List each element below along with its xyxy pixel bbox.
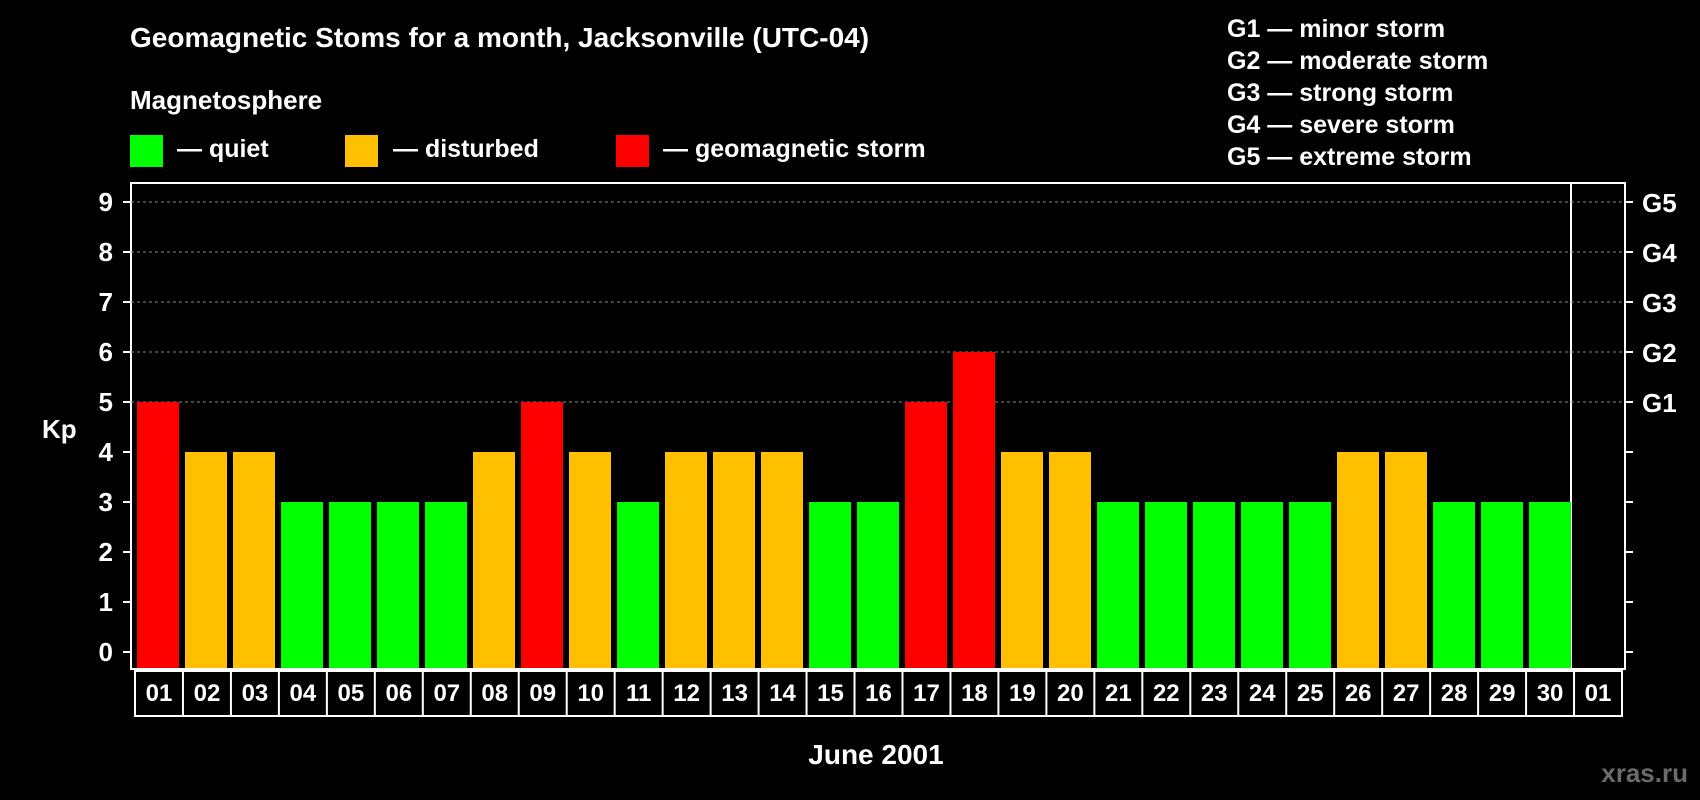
storm-scale-g4: G4 — severe storm — [1227, 111, 1455, 139]
x-tick-label-day-25: 25 — [1297, 680, 1324, 707]
kp-bar-day-12 — [665, 452, 707, 668]
x-axis-label: June 2001 — [808, 739, 943, 770]
x-tick-label-day-02: 02 — [194, 680, 221, 707]
kp-bar-day-21 — [1097, 502, 1139, 668]
x-tick-label-day-09: 09 — [529, 680, 556, 707]
x-tick-label-day-22: 22 — [1153, 680, 1180, 707]
watermark: xras.ru — [1601, 758, 1688, 788]
x-tick-label-day-18: 18 — [961, 680, 988, 707]
y-tick-label-5: 5 — [99, 387, 113, 417]
kp-bar-day-20 — [1049, 452, 1091, 668]
x-tick-label-day-14: 14 — [769, 680, 796, 707]
kp-bar-day-18 — [953, 352, 995, 668]
kp-bar-day-11 — [617, 502, 659, 668]
kp-bar-day-23 — [1193, 502, 1235, 668]
y-tick-label-6: 6 — [99, 337, 113, 367]
x-tick-label-day-23: 23 — [1201, 680, 1228, 707]
kp-bar-day-28 — [1433, 502, 1475, 668]
x-tick-label-day-20: 20 — [1057, 680, 1084, 707]
x-tick-label-day-10: 10 — [577, 680, 604, 707]
storm-scale-g2: G2 — moderate storm — [1227, 47, 1488, 75]
kp-bar-day-10 — [569, 452, 611, 668]
kp-bar-day-03 — [233, 452, 275, 668]
x-tick-label-day-03: 03 — [242, 680, 269, 707]
y-tick-label-4: 4 — [99, 437, 114, 467]
storm-scale-g1: G1 — minor storm — [1227, 15, 1445, 43]
x-tick-label-day-15: 15 — [817, 680, 844, 707]
kp-bar-day-15 — [809, 502, 851, 668]
kp-bar-day-05 — [329, 502, 371, 668]
legend-label-quiet: — quiet — [177, 135, 269, 163]
x-tick-label-day-12: 12 — [673, 680, 700, 707]
x-tick-label-day-04: 04 — [290, 680, 317, 707]
kp-bar-day-26 — [1337, 452, 1379, 668]
x-tick-label-day-06: 06 — [385, 680, 412, 707]
x-tick-label-day-07: 07 — [433, 680, 460, 707]
magnetosphere-label: Magnetosphere — [130, 85, 322, 115]
kp-bar-day-02 — [185, 452, 227, 668]
y-tick-label-7: 7 — [99, 287, 113, 317]
g-scale-label-g1: G1 — [1642, 388, 1677, 418]
legend-swatch-storm — [616, 135, 649, 167]
y-tick-label-2: 2 — [99, 537, 113, 567]
kp-bar-day-17 — [905, 402, 947, 668]
x-tick-label-day-01-next: 01 — [1585, 680, 1612, 707]
legend-label-disturbed: — disturbed — [393, 135, 539, 163]
kp-bar-day-24 — [1241, 502, 1283, 668]
g-scale-label-g4: G4 — [1642, 238, 1677, 268]
x-tick-label-day-01: 01 — [146, 680, 173, 707]
x-tick-label-day-08: 08 — [481, 680, 508, 707]
g-scale-label-g5: G5 — [1642, 188, 1677, 218]
y-tick-label-8: 8 — [99, 237, 113, 267]
x-tick-label-day-27: 27 — [1393, 680, 1420, 707]
kp-bar-day-08 — [473, 452, 515, 668]
x-tick-label-day-24: 24 — [1249, 680, 1276, 707]
kp-bar-day-07 — [425, 502, 467, 668]
storm-scale-g3: G3 — strong storm — [1227, 79, 1453, 107]
kp-bar-day-14 — [761, 452, 803, 668]
x-tick-label-day-28: 28 — [1441, 680, 1468, 707]
y-tick-label-1: 1 — [99, 587, 113, 617]
kp-bar-day-01 — [137, 402, 179, 668]
x-tick-label-day-29: 29 — [1489, 680, 1516, 707]
kp-bar-day-13 — [713, 452, 755, 668]
day-label-strip — [134, 670, 1623, 717]
plot-frame — [130, 182, 1626, 670]
kp-bar-day-06 — [377, 502, 419, 668]
legend-swatch-disturbed — [345, 135, 378, 167]
y-tick-label-3: 3 — [99, 487, 113, 517]
x-tick-label-day-26: 26 — [1345, 680, 1372, 707]
kp-bar-day-22 — [1145, 502, 1187, 668]
legend: — quiet — disturbed — geomagnetic storm — [130, 135, 926, 167]
storm-scale-g5: G5 — extreme storm — [1227, 143, 1472, 171]
g-scale-label-g3: G3 — [1642, 288, 1677, 318]
kp-bar-day-25 — [1289, 502, 1331, 668]
x-tick-label-day-17: 17 — [913, 680, 940, 707]
kp-bar-day-04 — [281, 502, 323, 668]
legend-label-storm: — geomagnetic storm — [663, 135, 926, 163]
x-tick-label-day-05: 05 — [338, 680, 365, 707]
y-tick-label-9: 9 — [99, 187, 113, 217]
kp-bar-day-27 — [1385, 452, 1427, 668]
y-axis-label: Kp — [42, 414, 77, 444]
kp-bar-day-29 — [1481, 502, 1523, 668]
x-tick-label-day-13: 13 — [721, 680, 748, 707]
y-tick-label-0: 0 — [99, 637, 113, 667]
kp-bar-day-30 — [1529, 502, 1571, 668]
storm-scale-legend: G1 — minor storm G2 — moderate storm G3 … — [1227, 15, 1488, 171]
x-tick-label-day-16: 16 — [865, 680, 892, 707]
x-tick-label-day-21: 21 — [1105, 680, 1132, 707]
x-tick-label-day-30: 30 — [1537, 680, 1564, 707]
x-tick-label-day-11: 11 — [626, 680, 651, 707]
chart-title: Geomagnetic Stoms for a month, Jacksonvi… — [130, 22, 869, 53]
kp-bar-day-09 — [521, 402, 563, 668]
x-tick-label-day-19: 19 — [1009, 680, 1036, 707]
kp-bar-day-19 — [1001, 452, 1043, 668]
kp-bar-day-16 — [857, 502, 899, 668]
g-scale-label-g2: G2 — [1642, 338, 1677, 368]
legend-swatch-quiet — [130, 135, 163, 167]
